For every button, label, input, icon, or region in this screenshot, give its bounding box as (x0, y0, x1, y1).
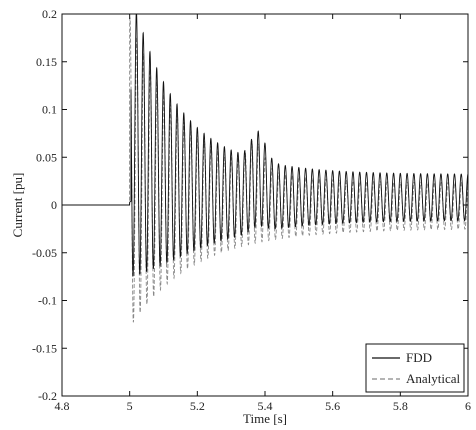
y-tick-label: 0.1 (42, 103, 57, 117)
x-tick-label: 5.2 (190, 399, 205, 413)
series-layer (62, 13, 469, 323)
x-tick-label: 4.8 (55, 399, 70, 413)
x-axis-label: Time [s] (243, 411, 287, 426)
x-tick-label: 5 (127, 399, 133, 413)
legend-box (365, 343, 465, 393)
x-tick-label: 5.8 (393, 399, 408, 413)
legend-label-fdd: FDD (406, 350, 432, 365)
y-tick-label: 0 (51, 198, 57, 212)
legend: FDD Analytical (365, 343, 465, 393)
x-tick-label: 5.4 (258, 399, 273, 413)
x-tick-label: 5.6 (325, 399, 340, 413)
series-line-fdd (62, 13, 469, 277)
y-tick-label: 0.15 (36, 55, 57, 69)
y-tick-label: -0.1 (38, 294, 57, 308)
y-tick-label: -0.2 (38, 389, 57, 403)
ticks-layer: 4.8 5 5.2 5.4 5.6 5.8 6 -0.2 -0.15 -0.1 -0.05 0 0.05… (32, 7, 471, 413)
y-tick-label: -0.15 (32, 341, 57, 355)
x-tick-label: 6 (465, 399, 471, 413)
y-tick-label: 0.2 (42, 7, 57, 21)
y-axis-label: Current [pu] (10, 173, 25, 238)
y-tick-label: 0.05 (36, 150, 57, 164)
series-line-analytical (62, 17, 469, 323)
legend-label-analytical: Analytical (406, 371, 461, 386)
y-tick-label: -0.05 (32, 246, 57, 260)
